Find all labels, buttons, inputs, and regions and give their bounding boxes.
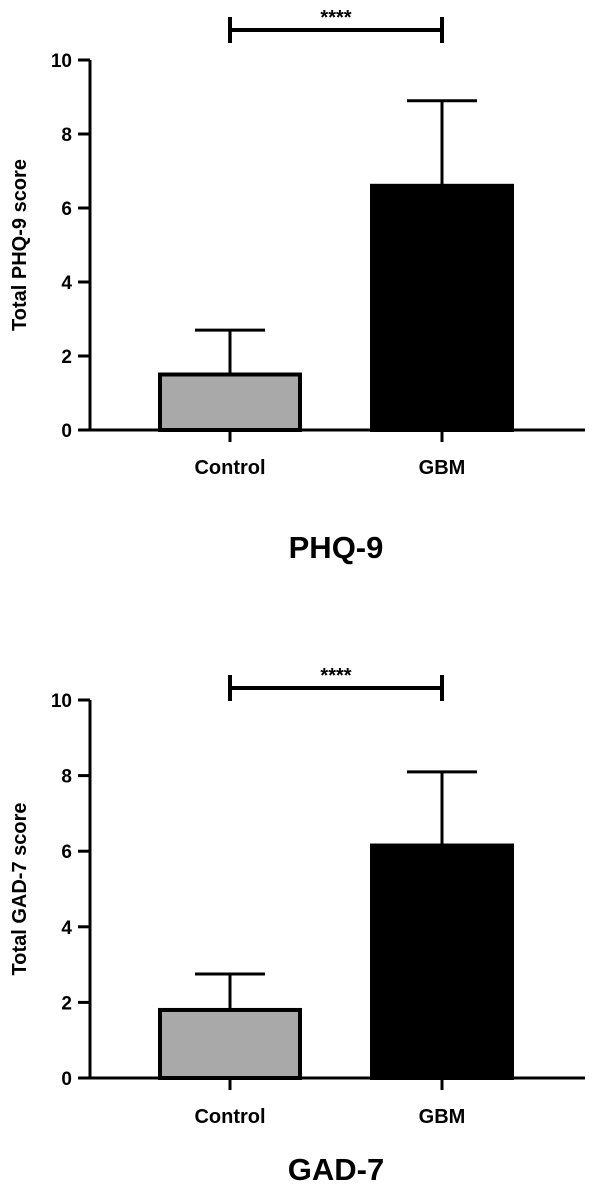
chart1-ytick-label-6: 6	[61, 842, 72, 863]
chart1-ytick-label-10: 10	[51, 691, 72, 712]
chart0-ytick-label-6: 6	[61, 199, 72, 220]
chart0-bar-gbm	[370, 183, 514, 432]
chart-gad7: 0 2 4 6 8 10 Control GBM Total GAD-7 score **** GA…	[9, 665, 585, 1187]
chart1-ytick-label-8: 8	[61, 767, 72, 788]
chart1-ytick-label-4: 4	[61, 918, 72, 939]
chart1-bar-gbm	[370, 843, 514, 1081]
chart0-ytick-label-2: 2	[61, 347, 72, 368]
chart1-ytick-label-2: 2	[61, 993, 72, 1014]
chart0-significance-label: ****	[320, 7, 351, 29]
chart1-category-label-gbm: GBM	[419, 1106, 466, 1128]
chart1-bar-control	[158, 1007, 302, 1081]
chart0-ytick-label-0: 0	[61, 421, 72, 442]
chart1-y-axis-title: Total GAD-7 score	[9, 803, 31, 976]
chart0-ytick-label-4: 4	[61, 273, 72, 294]
chart-phq9: 0 2 4 6 8 10 Control GBM Total PHQ-9 score **** PH…	[9, 7, 585, 565]
chart0-title: PHQ-9	[289, 530, 384, 565]
chart1-ytick-label-0: 0	[61, 1069, 72, 1090]
chart0-ytick-label-8: 8	[61, 125, 72, 146]
chart0-y-axis-title: Total PHQ-9 score	[9, 159, 31, 331]
chart0-bar-control	[158, 372, 302, 432]
chart0-category-label-gbm: GBM	[419, 457, 466, 479]
chart1-significance-label: ****	[320, 665, 351, 687]
chart1-category-label-control: Control	[194, 1106, 265, 1128]
chart0-ytick-label-10: 10	[51, 51, 72, 72]
chart1-title: GAD-7	[288, 1152, 384, 1187]
chart0-category-label-control: Control	[194, 457, 265, 479]
